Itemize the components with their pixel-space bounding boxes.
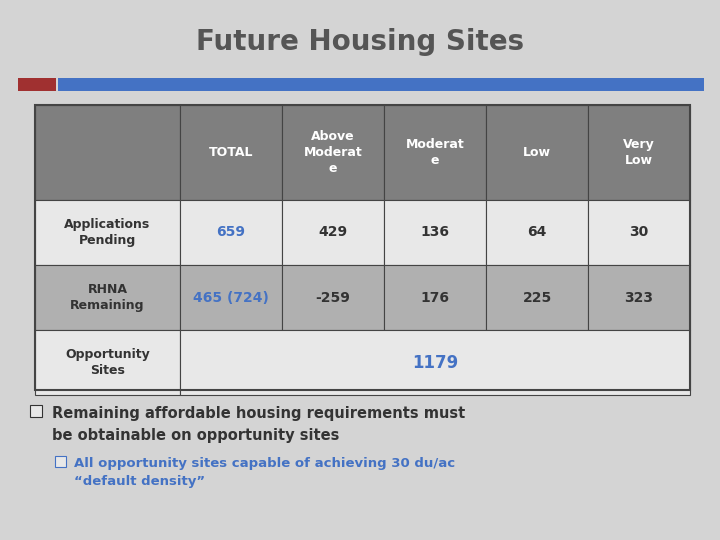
Text: 1179: 1179 <box>412 354 458 372</box>
Bar <box>282 105 384 200</box>
Text: TOTAL: TOTAL <box>209 146 253 159</box>
Text: Applications
Pending: Applications Pending <box>64 218 150 247</box>
Bar <box>486 200 588 265</box>
Bar <box>35 200 180 265</box>
Bar <box>588 200 690 265</box>
Bar <box>282 265 384 330</box>
Text: Low: Low <box>523 146 551 159</box>
Bar <box>384 105 486 200</box>
Bar <box>35 105 690 390</box>
Bar <box>486 265 588 330</box>
Text: 136: 136 <box>420 226 449 240</box>
Bar <box>35 105 180 200</box>
Text: Moderat
e: Moderat e <box>405 138 464 167</box>
Bar <box>58 78 704 91</box>
Text: 30: 30 <box>629 226 649 240</box>
Text: Remaining affordable housing requirements must
be obtainable on opportunity site: Remaining affordable housing requirement… <box>52 406 465 443</box>
Bar <box>180 330 690 395</box>
Bar <box>384 265 486 330</box>
Bar <box>486 105 588 200</box>
Bar <box>18 78 56 91</box>
Bar <box>55 456 66 467</box>
Bar <box>35 330 180 395</box>
Bar <box>384 200 486 265</box>
Bar <box>588 105 690 200</box>
Text: 176: 176 <box>420 291 449 305</box>
Text: 465 (724): 465 (724) <box>193 291 269 305</box>
Bar <box>588 265 690 330</box>
Text: All opportunity sites capable of achieving 30 du/ac
“default density”: All opportunity sites capable of achievi… <box>74 457 455 488</box>
Text: -259: -259 <box>315 291 351 305</box>
Text: 64: 64 <box>527 226 546 240</box>
Bar <box>180 265 282 330</box>
Text: Above
Moderat
e: Above Moderat e <box>304 130 362 175</box>
Bar <box>35 265 180 330</box>
Bar <box>180 200 282 265</box>
Text: Very
Low: Very Low <box>623 138 655 167</box>
Text: 225: 225 <box>523 291 552 305</box>
Text: 659: 659 <box>217 226 246 240</box>
Text: 323: 323 <box>624 291 654 305</box>
Bar <box>282 200 384 265</box>
Bar <box>180 105 282 200</box>
Text: Opportunity
Sites: Opportunity Sites <box>65 348 150 377</box>
Text: RHNA
Remaining: RHNA Remaining <box>71 283 145 312</box>
Text: Future Housing Sites: Future Housing Sites <box>196 28 524 56</box>
Text: 429: 429 <box>318 226 348 240</box>
Bar <box>30 405 42 417</box>
